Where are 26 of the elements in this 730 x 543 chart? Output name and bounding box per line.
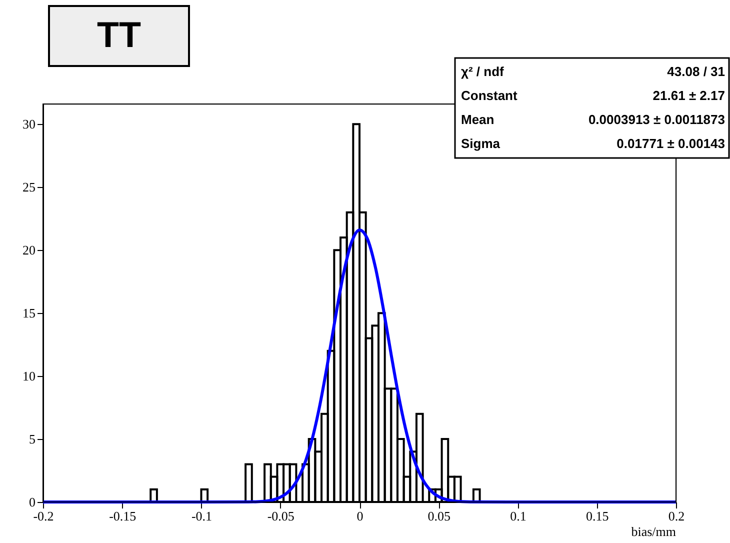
x-tick-label: -0.1 [191,508,212,524]
x-tick-label: -0.2 [33,508,54,524]
y-tick-label: 30 [22,116,36,132]
text: Constant [461,88,518,103]
x-axis-title: bias/mm [631,524,676,539]
annotation: Sigma [461,136,501,151]
x-tick-label: 0.1 [510,508,526,524]
text: χ² / ndf [461,64,505,79]
x-tick-label: 0.15 [586,508,609,524]
chart-title: TT [97,14,141,55]
annotation: Mean [461,112,494,127]
y-tick-label: 20 [22,242,36,258]
text: 21.61 ± 2.17 [652,88,725,103]
x-tick-label: -0.15 [109,508,136,524]
x-tick-label: 0.05 [428,508,450,524]
x-tick-label: 0.2 [668,508,685,524]
y-tick-label: 25 [22,180,36,195]
x-tick-label: -0.05 [267,508,294,524]
x-tick-label: 0 [356,508,364,524]
annotation: 0.0003913 ± 0.0011873 [588,112,725,127]
annotation: 0.01771 ± 0.00143 [616,136,725,151]
y-tick-label: 15 [22,306,36,321]
y-tick-label: 5 [29,432,36,447]
y-tick-label: 10 [22,368,36,384]
y-tick-label: 0 [29,494,36,510]
text: 43.08 / 31 [667,64,725,79]
